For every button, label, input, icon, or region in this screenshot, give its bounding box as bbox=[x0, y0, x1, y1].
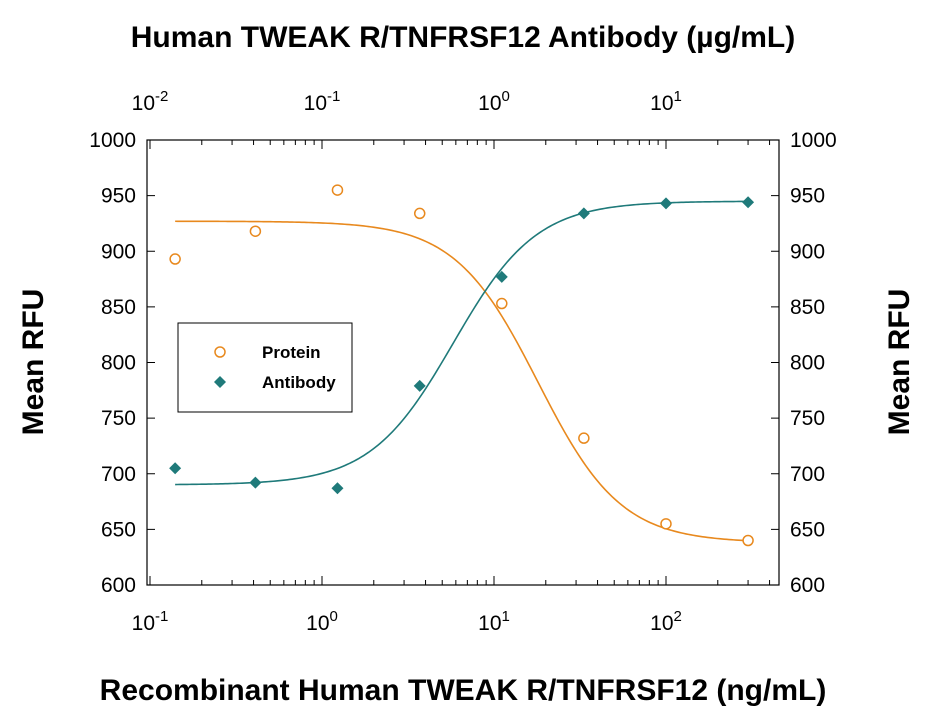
protein-point bbox=[742, 534, 754, 547]
y-tick-label-right: 900 bbox=[790, 240, 825, 263]
y-tick-label-right: 750 bbox=[790, 407, 825, 430]
axis-ticks: 600 600 650 650 700 700 750 750 800 800 850 850 900 9… bbox=[89, 88, 836, 635]
x-tick-label-top: 10-2 bbox=[132, 88, 169, 115]
antibody-point bbox=[495, 270, 508, 283]
antibody-point bbox=[577, 207, 590, 220]
protein-point bbox=[496, 297, 508, 310]
chart-top-title: Human TWEAK R/TNFRSF12 Antibody (µg/mL) bbox=[131, 21, 795, 54]
x-tick-label-bottom: 102 bbox=[650, 608, 682, 635]
legend-protein-label: Protein bbox=[262, 343, 321, 362]
y-tick-label-right: 800 bbox=[790, 352, 825, 375]
fit-curve-antibody bbox=[175, 200, 749, 486]
y-tick-label-left: 750 bbox=[101, 407, 136, 430]
y-axis-label-right: Mean RFU bbox=[883, 289, 916, 436]
protein-point bbox=[249, 225, 262, 237]
protein-point bbox=[578, 432, 590, 444]
y-tick-label-left: 900 bbox=[101, 240, 136, 263]
legend-antibody-marker bbox=[214, 376, 226, 388]
y-axis-label-left: Mean RFU bbox=[17, 289, 50, 436]
protein-point bbox=[331, 184, 344, 196]
fit-curve-protein bbox=[175, 220, 749, 542]
y-tick-label-right: 650 bbox=[790, 518, 825, 541]
y-tick-label-left: 600 bbox=[101, 574, 136, 597]
legend: Protein Antibody bbox=[177, 322, 353, 413]
y-tick-label-right: 950 bbox=[790, 185, 825, 208]
x-tick-label-top: 100 bbox=[478, 88, 510, 115]
protein-point bbox=[660, 518, 672, 530]
protein-point bbox=[169, 253, 181, 265]
antibody-point bbox=[331, 482, 344, 495]
legend-antibody-label: Antibody bbox=[262, 373, 336, 392]
x-axis-label: Recombinant Human TWEAK R/TNFRSF12 (ng/m… bbox=[100, 674, 827, 707]
fit-curves bbox=[175, 200, 749, 542]
y-tick-label-right: 850 bbox=[790, 296, 825, 319]
antibody-point bbox=[249, 476, 262, 489]
y-tick-label-right: 700 bbox=[790, 463, 825, 486]
protein-point bbox=[413, 207, 426, 220]
data-points bbox=[169, 184, 755, 547]
antibody-point bbox=[660, 197, 672, 210]
x-tick-label-bottom: 100 bbox=[306, 608, 338, 635]
x-tick-label-top: 101 bbox=[650, 88, 682, 115]
x-tick-label-bottom: 101 bbox=[478, 608, 510, 635]
antibody-point bbox=[169, 462, 182, 475]
legend-protein-marker bbox=[214, 346, 226, 358]
y-tick-label-left: 800 bbox=[101, 352, 136, 375]
antibody-point bbox=[413, 379, 426, 392]
antibody-point bbox=[742, 196, 755, 209]
y-tick-label-left: 850 bbox=[101, 296, 136, 319]
y-tick-label-left: 700 bbox=[101, 463, 136, 486]
y-tick-label-right: 600 bbox=[790, 574, 825, 597]
x-tick-label-bottom: 10-1 bbox=[132, 608, 169, 635]
y-tick-label-left: 950 bbox=[101, 185, 136, 208]
y-tick-label-left: 1000 bbox=[89, 129, 136, 152]
y-tick-label-right: 1000 bbox=[790, 129, 837, 152]
y-tick-label-left: 650 bbox=[101, 518, 136, 541]
x-tick-label-top: 10-1 bbox=[304, 88, 341, 115]
legend-box bbox=[177, 322, 353, 413]
